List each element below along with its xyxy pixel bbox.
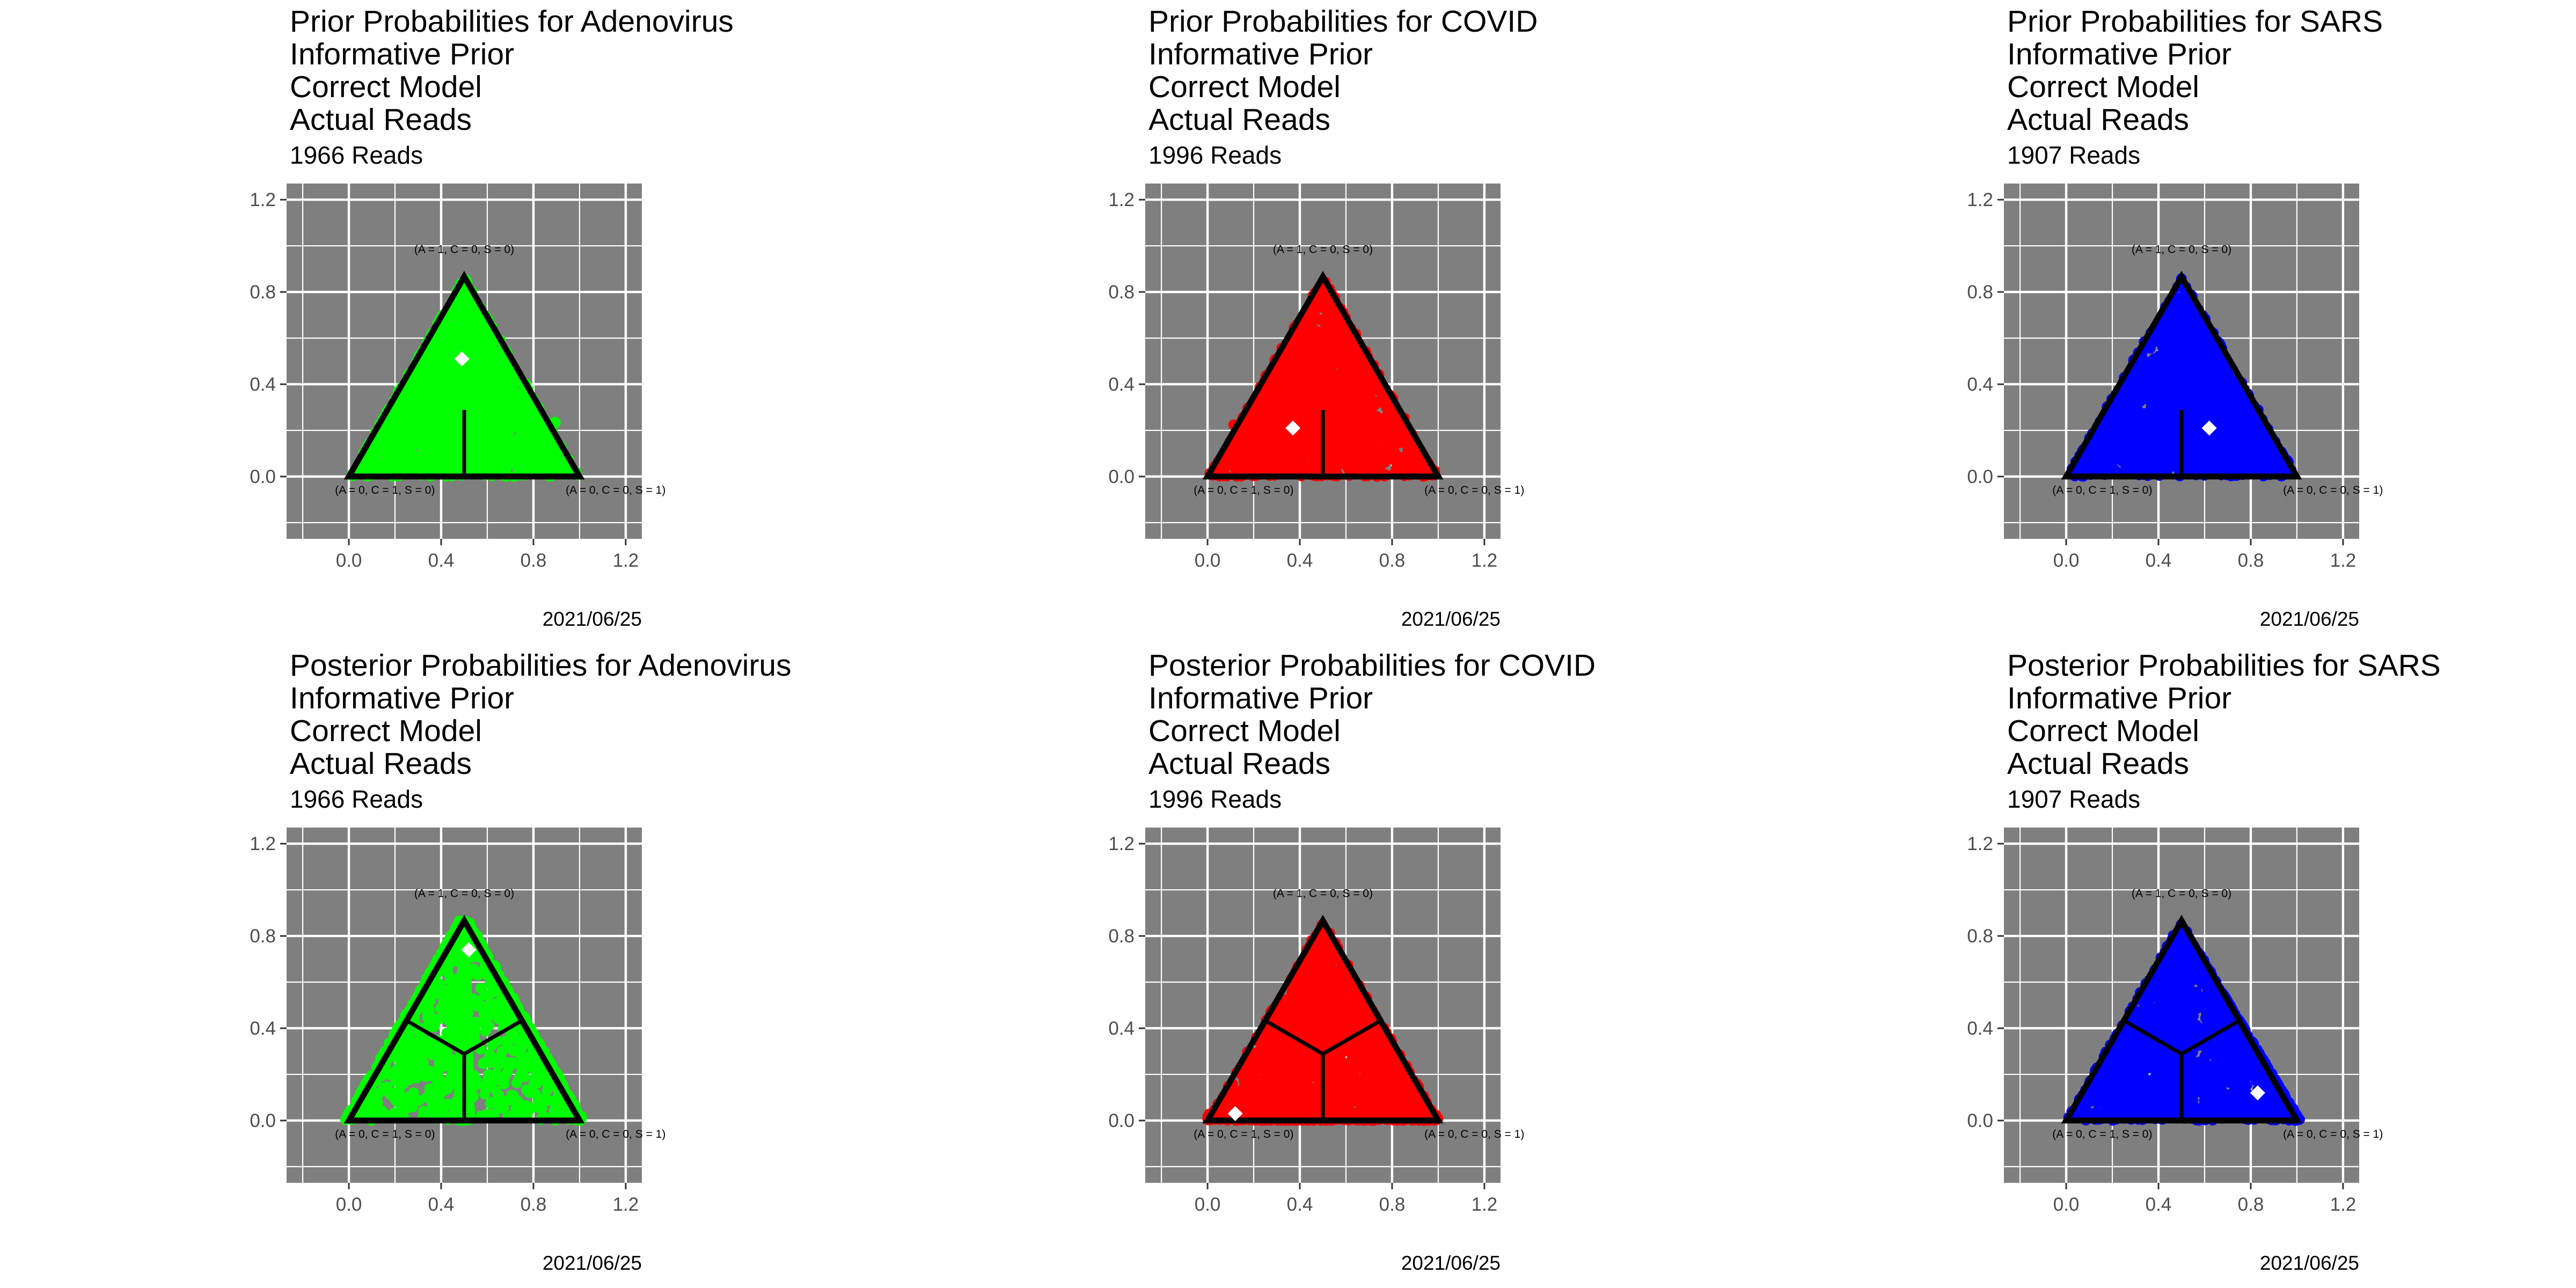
data-point xyxy=(448,338,458,348)
data-point xyxy=(1337,334,1348,345)
data-point xyxy=(477,464,487,474)
data-point xyxy=(375,440,385,451)
vertex-label-left: (A = 0, C = 1, S = 0) xyxy=(335,484,435,496)
data-point xyxy=(497,442,508,453)
data-point xyxy=(491,377,501,388)
data-point xyxy=(429,430,440,441)
data-point xyxy=(425,363,436,374)
data-point xyxy=(432,456,443,467)
data-point xyxy=(443,457,453,467)
data-point xyxy=(463,378,473,389)
data-point xyxy=(506,459,517,470)
x-tick-label: 0.4 xyxy=(428,550,455,571)
x-tick-label: 1.2 xyxy=(613,550,639,571)
data-point xyxy=(460,308,471,318)
data-point xyxy=(419,422,430,433)
data-point xyxy=(403,400,414,411)
data-point xyxy=(397,437,408,448)
data-point xyxy=(534,440,545,450)
data-point xyxy=(465,431,476,442)
data-point xyxy=(502,428,513,438)
chart-panel-2: Prior Probabilities for COVID Informative… xyxy=(859,0,1696,644)
data-point xyxy=(508,443,519,453)
y-tick-label: 0.0 xyxy=(250,466,276,487)
x-tick-label: 0.0 xyxy=(336,550,362,571)
data-point xyxy=(414,458,425,469)
x-tick-label: 0.8 xyxy=(521,550,547,571)
data-point xyxy=(495,462,506,473)
data-point xyxy=(442,385,452,396)
data-point xyxy=(475,384,486,395)
data-point xyxy=(464,390,475,401)
y-tick-label: 0.4 xyxy=(250,374,276,395)
chart-plot-svg: (A = 1, C = 0, S = 0)(A = 0, C = 1, S = … xyxy=(859,0,1696,644)
data-point xyxy=(533,420,544,431)
data-point xyxy=(399,448,409,458)
data-point xyxy=(405,461,415,472)
data-point xyxy=(452,316,463,327)
data-point xyxy=(434,376,445,387)
data-point xyxy=(467,364,478,375)
vertex-label-top: (A = 1, C = 0, S = 0) xyxy=(414,244,514,256)
y-tick-label: 0.8 xyxy=(250,282,276,303)
data-point xyxy=(471,328,481,339)
data-point xyxy=(438,347,449,358)
data-point xyxy=(414,402,425,413)
data-point xyxy=(405,420,415,431)
data-point xyxy=(391,463,401,474)
data-point xyxy=(480,408,491,419)
data-point xyxy=(434,397,445,408)
data-point xyxy=(524,460,535,471)
chart-caption: 2021/06/25 xyxy=(543,608,642,630)
chart-panel-1: Prior Probabilities for Adenovirus Inform… xyxy=(0,0,837,644)
data-point xyxy=(497,393,508,404)
data-point xyxy=(468,412,479,422)
data-point xyxy=(1352,404,1363,414)
data-point xyxy=(423,447,434,457)
data-point xyxy=(513,398,523,409)
chart-plot-svg: (A = 1, C = 0, S = 0) (A = 0, C = 1, S = … xyxy=(0,0,837,644)
y-tick-label: 1.2 xyxy=(250,189,276,210)
data-point xyxy=(397,410,408,421)
data-point xyxy=(388,448,399,459)
data-point xyxy=(474,448,485,459)
data-point xyxy=(1360,368,1371,378)
vertex-label-right: (A = 0, C = 0, S = 1) xyxy=(566,484,665,496)
data-point xyxy=(507,418,517,428)
data-point xyxy=(476,344,487,355)
data-point xyxy=(424,374,435,384)
data-point xyxy=(371,450,382,461)
data-point xyxy=(442,363,452,374)
